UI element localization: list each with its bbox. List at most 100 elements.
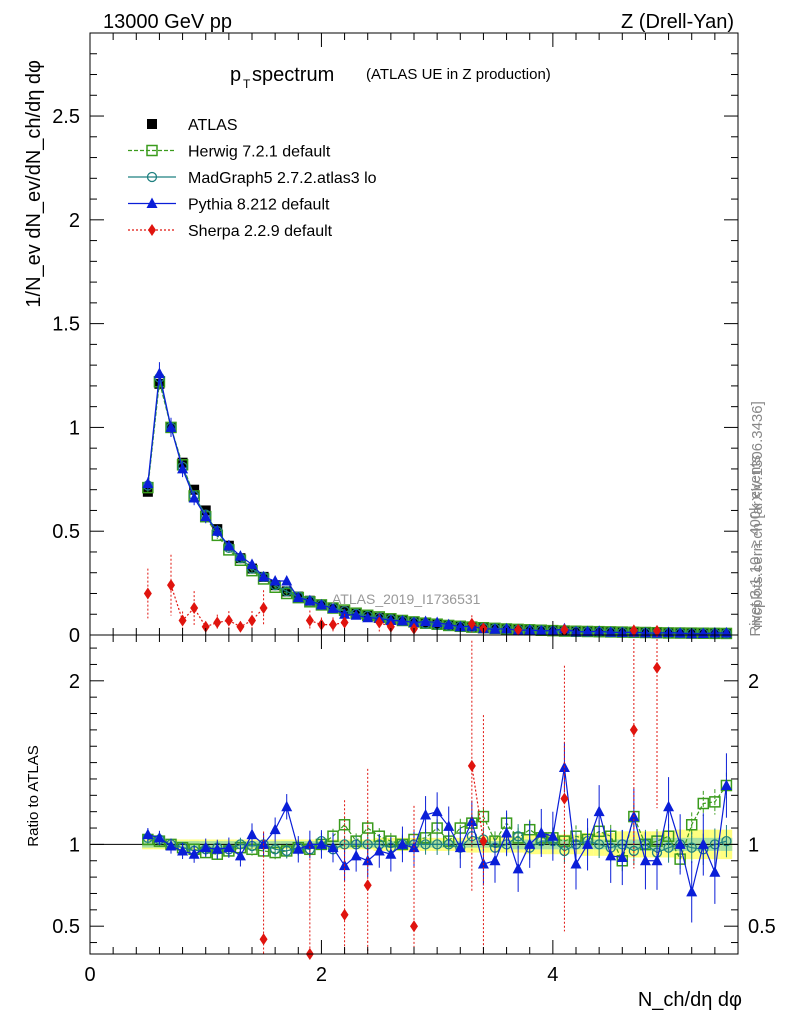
y-tick-label: 0 [69,625,80,647]
analysis-watermark: ATLAS_2019_I1736531 [332,591,481,607]
legend-marker [146,144,158,157]
pythia-point [454,620,466,632]
pythia-point [396,614,408,626]
sherpa-point [653,661,661,674]
title-subtitle: (ATLAS UE in Z production) [366,66,551,83]
pythia-point [720,779,732,791]
sherpa-point [201,620,210,633]
herwig-point [685,819,698,831]
pythia-point [292,843,304,854]
pythia-point [142,477,154,488]
sherpa-point [190,602,199,615]
legend-label: Pythia 8.212 default [188,197,330,214]
madgraph-point [269,844,281,855]
pythia-point [524,838,536,849]
sherpa-point [213,616,222,629]
pythia-point [686,885,698,897]
madgraph-point [721,835,732,847]
pythia-point [269,575,281,586]
x-tick-label: 0 [84,964,95,986]
pythia-point [570,858,582,869]
sherpa-point [259,933,268,946]
pythia-point [246,828,258,840]
sherpa-point [143,587,152,600]
sherpa-point [236,620,245,633]
sherpa-point [560,792,569,805]
madgraph-point [420,839,431,850]
pythia-point [466,815,478,826]
pythia-point [200,841,212,853]
sherpa-point [467,759,476,772]
pythia-point [281,800,293,812]
sherpa-point [248,614,256,627]
legend: ATLAS Herwig 7.2.1 default MadGraph5 2.7.2… [128,117,377,240]
pythia-point [431,616,443,628]
sherpa-point [178,614,187,627]
pythia-point [223,841,235,853]
pythia-point [350,609,362,620]
legend-marker [147,119,157,129]
madgraph-point [593,839,605,850]
ratio-y-tick-label-right: 0.5 [748,916,776,938]
sherpa-point [167,579,175,592]
pythia-point [443,618,455,630]
pythia-point [188,848,200,859]
pythia-point [639,854,651,866]
ratio-y-axis-label: Ratio to ATLAS [25,745,42,846]
legend-entry-pythia: Pythia 8.212 default [128,197,330,214]
pythia-point [153,367,165,378]
header-process: Z (Drell-Yan) [621,11,734,33]
series-layer [142,362,733,960]
pythia-point [350,849,362,861]
pythia-point [535,624,547,636]
sherpa-point [224,614,233,627]
madgraph-point [512,831,524,842]
pythia-point [420,615,432,627]
sherpa-point [305,614,314,627]
sherpa-point [329,618,337,631]
y-tick-label: 1 [69,417,80,439]
pythia-point [223,539,235,551]
pythia-point [582,838,594,849]
pythia-point [142,828,154,840]
legend-label: Herwig 7.2.1 default [188,144,331,161]
ratio-y-tick-label: 2 [69,671,80,693]
x-tick-label: 2 [316,964,327,986]
legend-label: ATLAS [188,117,238,134]
pythia-point [281,575,293,586]
pythia-point [188,491,200,503]
legend-marker [148,224,156,236]
mcplots-label: mcplots.cern.ch [arXiv:1306.3436] [749,401,766,628]
pythia-point [593,805,605,817]
pythia-point [211,525,223,536]
pythia-point [651,854,663,866]
pythia-point [327,602,339,613]
pythia-point [153,831,165,843]
pythia-point [362,854,374,866]
pythia-point [339,608,351,619]
ratio-y-tick-label: 0.5 [52,916,80,938]
pythia-point [165,840,177,851]
sherpa-point [363,879,372,892]
pythia-point [489,623,501,634]
pythia-point [709,866,721,877]
pythia-point [234,849,246,861]
madgraph-point [281,586,292,597]
pythia-point [315,838,327,849]
pythia-point [269,823,281,835]
madgraph-point [663,842,674,853]
sherpa-point [340,908,349,921]
legend-entry-herwig: Herwig 7.2.1 default [128,144,331,161]
sherpa-point [340,616,349,629]
ratio-pythia-series [142,742,732,923]
pythia-point [605,626,617,637]
legend-entry-sherpa: Sherpa 2.2.9 default [128,223,333,240]
atlas-point [189,484,200,495]
pythia-point [362,611,374,623]
axis-ticks: 0 2 4 0 0.5 1 1.5 2 2.5 0.5 0.5 1 1 2 2 [52,32,776,986]
pythia-point [420,808,432,820]
sherpa-point [259,602,268,615]
header-energy: 13000 GeV pp [103,11,232,33]
pythia-point [200,510,212,522]
